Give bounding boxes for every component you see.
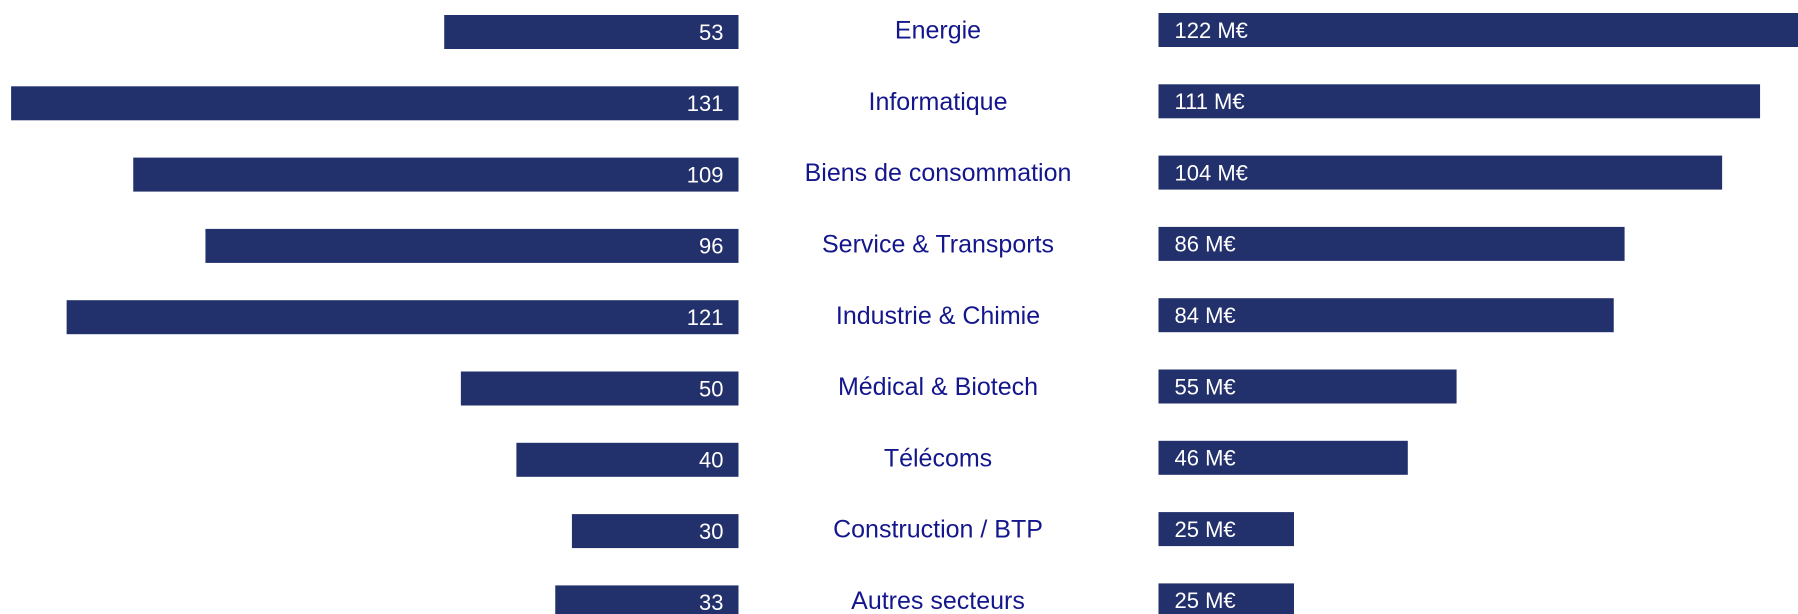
bar — [205, 228, 739, 263]
bar — [460, 371, 739, 406]
value-label: 53 — [699, 20, 723, 45]
value-label: 40 — [699, 448, 723, 473]
value-label: 25 M€ — [1175, 588, 1236, 613]
bar — [1158, 369, 1457, 404]
category-label: Energie — [895, 17, 981, 45]
bar — [1158, 298, 1614, 333]
bar — [11, 86, 739, 121]
value-label: 104 M€ — [1175, 160, 1248, 185]
value-label: 33 — [699, 590, 723, 614]
value-label: 109 — [687, 162, 724, 187]
value-label: 25 M€ — [1175, 517, 1236, 542]
value-label: 55 M€ — [1175, 374, 1236, 399]
value-label: 30 — [699, 519, 723, 544]
bar — [1158, 583, 1294, 614]
bar — [444, 15, 739, 49]
bar — [571, 514, 739, 549]
value-label: 86 M€ — [1175, 232, 1236, 257]
bar — [1158, 13, 1798, 47]
category-label: Biens de consommation — [805, 159, 1072, 187]
bar — [133, 157, 739, 192]
category-label: Industrie & Chimie — [836, 302, 1040, 330]
category-label: Service & Transports — [822, 231, 1054, 259]
value-label: 46 M€ — [1175, 446, 1236, 471]
value-label: 121 — [687, 305, 724, 330]
value-label: 122 M€ — [1175, 18, 1248, 43]
value-label: 84 M€ — [1175, 303, 1236, 328]
bar — [1158, 440, 1408, 475]
bar — [66, 300, 739, 335]
value-label: 96 — [699, 234, 723, 259]
bar — [1158, 226, 1625, 261]
value-label: 131 — [687, 91, 724, 116]
value-label: 50 — [699, 376, 723, 401]
bar — [1158, 512, 1294, 547]
bar — [555, 585, 739, 614]
category-label: Médical & Biotech — [838, 373, 1038, 401]
bar — [516, 442, 739, 477]
category-label: Construction / BTP — [833, 516, 1043, 544]
bar — [1158, 155, 1723, 190]
value-label: 111 M€ — [1175, 89, 1245, 114]
category-label: Autres secteurs — [851, 587, 1025, 614]
category-label: Télécoms — [884, 444, 992, 472]
bar — [1158, 84, 1761, 119]
category-label: Informatique — [869, 88, 1008, 116]
